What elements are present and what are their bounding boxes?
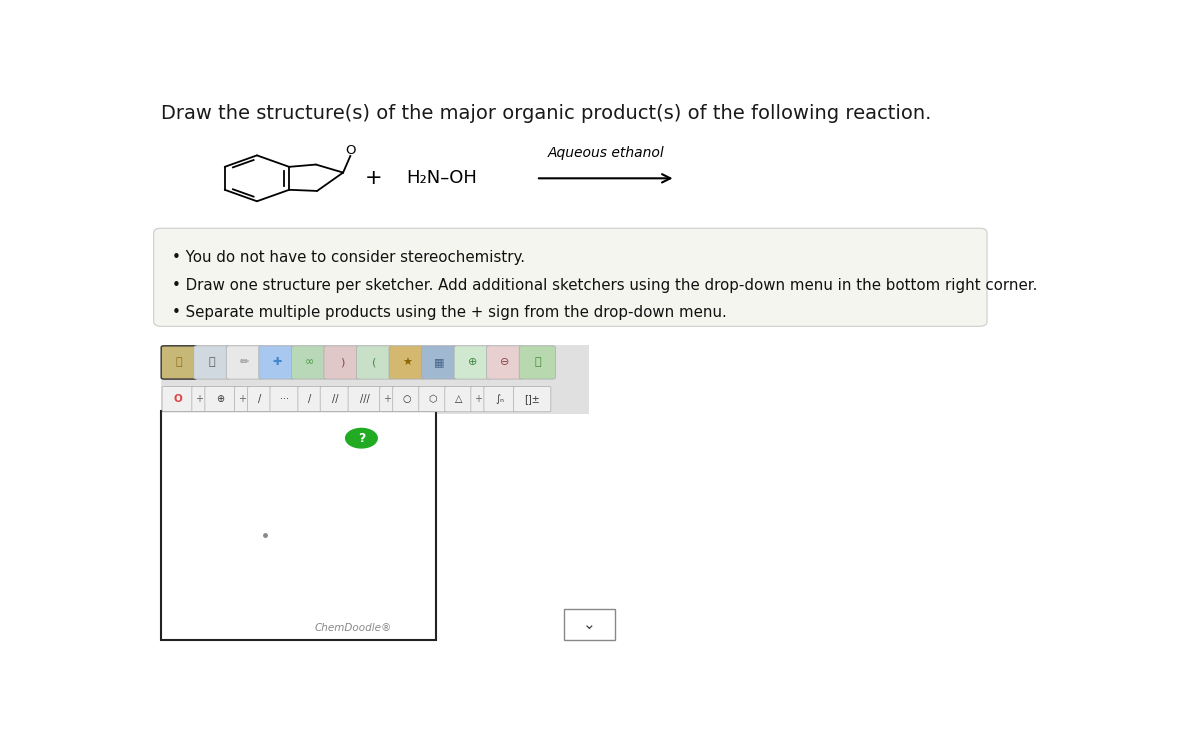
- Text: ⌄: ⌄: [583, 617, 595, 632]
- FancyBboxPatch shape: [484, 387, 516, 412]
- FancyBboxPatch shape: [419, 387, 446, 412]
- Text: ⬡: ⬡: [428, 394, 437, 405]
- FancyBboxPatch shape: [454, 346, 491, 379]
- Text: H₂N–OH: H₂N–OH: [406, 169, 476, 187]
- Text: ChemDoodle®: ChemDoodle®: [314, 624, 392, 633]
- Circle shape: [346, 428, 377, 448]
- Text: Aqueous ethanol: Aqueous ethanol: [547, 146, 664, 160]
- Text: • You do not have to consider stereochemistry.: • You do not have to consider stereochem…: [173, 250, 526, 265]
- FancyBboxPatch shape: [487, 346, 523, 379]
- Text: +: +: [383, 394, 391, 405]
- Text: • Draw one structure per sketcher. Add additional sketchers using the drop-down : • Draw one structure per sketcher. Add a…: [173, 278, 1038, 293]
- Text: Draw the structure(s) of the major organic product(s) of the following reaction.: Draw the structure(s) of the major organ…: [161, 104, 931, 123]
- Bar: [161, 345, 589, 413]
- Text: ···: ···: [281, 394, 289, 405]
- Text: /: /: [258, 394, 262, 405]
- Text: ★: ★: [402, 358, 412, 367]
- FancyBboxPatch shape: [192, 387, 206, 412]
- FancyBboxPatch shape: [298, 387, 322, 412]
- FancyBboxPatch shape: [520, 346, 556, 379]
- Text: ?: ?: [358, 431, 365, 445]
- FancyBboxPatch shape: [445, 387, 473, 412]
- FancyBboxPatch shape: [270, 387, 300, 412]
- FancyBboxPatch shape: [389, 346, 425, 379]
- Text: ⊖: ⊖: [500, 358, 510, 367]
- FancyBboxPatch shape: [154, 228, 986, 326]
- Text: +: +: [365, 168, 382, 188]
- Text: ▦: ▦: [434, 358, 445, 367]
- Text: []±: []±: [524, 394, 540, 405]
- Text: ): ): [340, 358, 344, 367]
- FancyBboxPatch shape: [356, 346, 392, 379]
- Text: (: (: [372, 358, 377, 367]
- Text: +: +: [196, 394, 203, 405]
- Text: ✋: ✋: [176, 358, 182, 367]
- Text: /: /: [308, 394, 312, 405]
- FancyBboxPatch shape: [161, 346, 198, 379]
- FancyBboxPatch shape: [421, 346, 458, 379]
- Text: • Separate multiple products using the + sign from the drop-down menu.: • Separate multiple products using the +…: [173, 305, 727, 320]
- FancyBboxPatch shape: [193, 346, 230, 379]
- Text: ∫ₙ: ∫ₙ: [496, 394, 504, 405]
- FancyBboxPatch shape: [324, 346, 360, 379]
- Text: O: O: [174, 394, 182, 405]
- FancyBboxPatch shape: [514, 387, 551, 412]
- Text: ⊕: ⊕: [217, 394, 224, 405]
- FancyBboxPatch shape: [162, 387, 193, 412]
- Text: //: //: [332, 394, 338, 405]
- FancyBboxPatch shape: [259, 346, 295, 379]
- Text: ○: ○: [402, 394, 410, 405]
- Text: ✏: ✏: [240, 358, 250, 367]
- Text: ∞: ∞: [305, 358, 314, 367]
- FancyBboxPatch shape: [227, 346, 263, 379]
- Text: 📋: 📋: [209, 358, 215, 367]
- FancyBboxPatch shape: [470, 387, 486, 412]
- FancyBboxPatch shape: [392, 387, 421, 412]
- Text: ///: ///: [360, 394, 370, 405]
- Text: △: △: [455, 394, 462, 405]
- Bar: [161, 410, 436, 640]
- Text: ⊕: ⊕: [468, 358, 476, 367]
- Text: +: +: [474, 394, 482, 405]
- FancyBboxPatch shape: [348, 387, 382, 412]
- Bar: [564, 609, 616, 640]
- Text: ✚: ✚: [272, 358, 282, 367]
- FancyBboxPatch shape: [320, 387, 350, 412]
- Text: +: +: [238, 394, 246, 405]
- FancyBboxPatch shape: [205, 387, 236, 412]
- FancyBboxPatch shape: [379, 387, 395, 412]
- FancyBboxPatch shape: [235, 387, 250, 412]
- Text: O: O: [346, 145, 355, 157]
- Text: 🎨: 🎨: [534, 358, 541, 367]
- FancyBboxPatch shape: [292, 346, 328, 379]
- FancyBboxPatch shape: [247, 387, 272, 412]
